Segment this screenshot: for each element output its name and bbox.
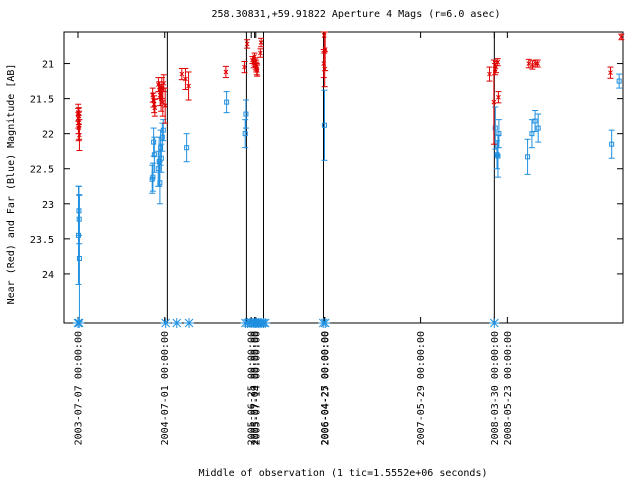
near-point	[487, 71, 492, 77]
y-tick-label: 23	[42, 200, 54, 211]
near-point	[495, 59, 501, 65]
far-point	[609, 141, 615, 147]
baseline-marker	[171, 318, 182, 328]
x-axis-label: Middle of observation (1 tic=1.5552e+06 …	[199, 468, 488, 479]
y-tick-label: 22.5	[30, 165, 54, 176]
far-point	[150, 174, 156, 180]
far-point	[494, 152, 500, 158]
near-point	[254, 68, 260, 73]
far-point	[616, 78, 622, 84]
far-point	[535, 125, 541, 131]
far-point	[525, 154, 531, 160]
near-point	[242, 64, 247, 70]
near-point	[258, 50, 263, 56]
near-point	[244, 41, 250, 47]
near-point	[533, 61, 539, 66]
far-point	[242, 131, 248, 137]
x-tick-label: 2008-03-30 00:00:00	[490, 331, 501, 445]
far-point	[184, 145, 190, 151]
far-point	[76, 255, 82, 261]
y-tick-label: 21	[42, 60, 54, 71]
far-point	[159, 134, 165, 140]
x-axis-ticks: 2003-07-07 00:00:00 2004-07-01 00:00:00 20…	[73, 32, 514, 445]
near-point	[77, 132, 82, 138]
far-blue-series	[75, 73, 623, 323]
near-point	[160, 99, 166, 105]
x-tick-label: 2008-05-23 00:00:00	[503, 331, 514, 445]
near-point	[491, 99, 497, 105]
near-point	[186, 83, 191, 89]
x-tick-label: 2006-04-25 00:00:00	[320, 331, 331, 445]
y-tick-label: 24	[42, 270, 54, 281]
far-point	[492, 125, 498, 131]
far-point	[151, 139, 157, 145]
baseline-marker	[260, 318, 271, 328]
near-point	[535, 61, 541, 66]
far-point	[224, 99, 230, 105]
far-point	[532, 118, 538, 124]
x-tick-label: 2005-07-14 00:00:00	[251, 331, 262, 445]
x-tick-label: 2005-07-09 00:00:00	[250, 331, 261, 445]
x-tick-label: 2006-04-27 00:00:00	[320, 331, 331, 445]
near-red-series	[75, 31, 625, 152]
baseline-marker	[160, 318, 171, 328]
near-point	[258, 40, 264, 45]
near-point	[183, 76, 188, 82]
baseline-marker	[489, 318, 500, 328]
far-point	[243, 111, 249, 117]
baseline-marker	[184, 318, 195, 328]
near-point	[223, 69, 229, 75]
y-axis-ticks: 21 21.5 22 22.5 23 23.5 24	[30, 60, 623, 281]
x-tick-label: 2003-07-07 00:00:00	[73, 331, 84, 445]
y-tick-label: 21.5	[30, 95, 54, 106]
y-axis-label: Near (Red) and Far (Blue) Magnitude [AB]	[6, 64, 17, 305]
far-point	[496, 131, 502, 137]
near-point	[162, 103, 168, 108]
near-point	[530, 62, 535, 68]
far-point	[321, 122, 327, 128]
near-point	[496, 94, 501, 100]
vertical-marker-lines	[166, 32, 495, 323]
baseline-marker	[320, 318, 331, 328]
far-point	[160, 127, 166, 133]
near-point	[152, 105, 158, 111]
far-point	[495, 153, 501, 159]
x-tick-label: 2007-05-29 00:00:00	[416, 331, 427, 445]
near-point	[618, 34, 624, 40]
near-point	[608, 70, 613, 76]
far-point	[529, 131, 535, 137]
x-tick-label: 2005-06-25 00:00:00	[247, 331, 258, 445]
baseline-marker	[74, 318, 85, 328]
near-point	[526, 61, 532, 66]
x-tick-label: 2004-07-01 00:00:00	[160, 331, 171, 445]
y-tick-label: 22	[42, 130, 54, 141]
far-point	[157, 180, 163, 186]
near-point	[151, 101, 157, 107]
chart-title: 258.30831,+59.91822 Aperture 4 Mags (r=6…	[212, 9, 501, 20]
far-point	[158, 155, 164, 161]
near-point	[322, 47, 328, 52]
baseline-markers	[72, 318, 500, 328]
far-point	[151, 152, 157, 158]
plot-frame	[63, 31, 624, 324]
near-point	[161, 80, 167, 86]
near-point	[179, 71, 185, 77]
y-tick-label: 23.5	[30, 235, 54, 246]
